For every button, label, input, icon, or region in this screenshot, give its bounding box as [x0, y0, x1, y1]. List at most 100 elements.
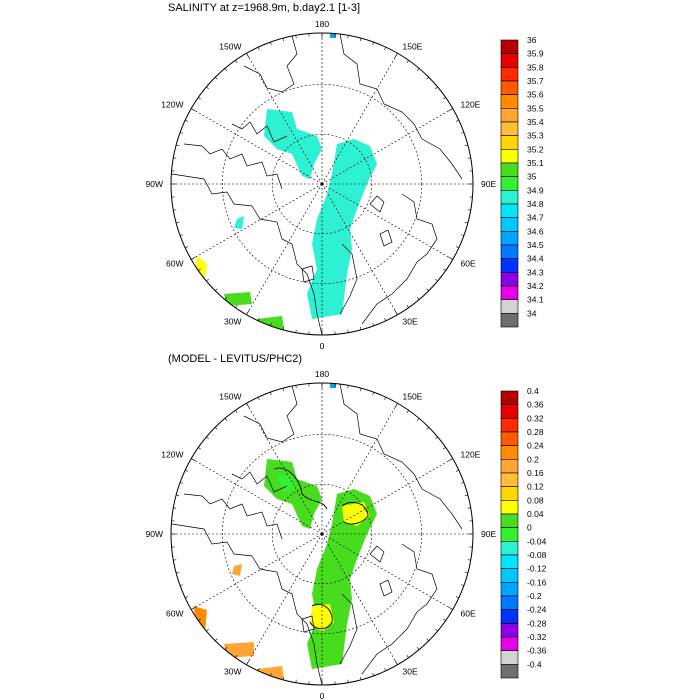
- colorbar-swatch: [500, 39, 519, 54]
- border-tick: [372, 672, 374, 676]
- colorbar-swatch: [500, 609, 519, 624]
- colorbar-swatch: [500, 217, 519, 232]
- meridian-line: [246, 403, 323, 535]
- border-tick: [206, 86, 209, 90]
- border-tick: [435, 628, 438, 632]
- longitude-label-n: 180: [315, 369, 329, 379]
- colorbar-tick-label: 0.28: [527, 427, 544, 437]
- border-tick: [384, 397, 387, 400]
- border-tick: [394, 53, 398, 58]
- border-tick: [215, 77, 218, 80]
- border-tick: [185, 119, 188, 122]
- longitude-label-e: 90E: [481, 529, 496, 539]
- border-tick: [295, 329, 297, 333]
- border-tick: [456, 246, 459, 249]
- map-panel-2: (MODEL - LEVITUS/PHC2) 180 150E 120E 90E 60E 3…: [146, 353, 547, 700]
- coastline: [361, 193, 438, 325]
- coastline: [379, 579, 393, 597]
- colorbar-tick-label: 35.5: [527, 103, 544, 113]
- colorbar-tick-label: 34.8: [527, 199, 544, 209]
- border-tick: [246, 310, 250, 315]
- colorbar-swatch: [500, 390, 519, 405]
- border-tick: [257, 47, 260, 50]
- colorbar-swatch: [500, 190, 519, 205]
- meridian-line: [246, 183, 323, 315]
- border-tick: [467, 157, 471, 159]
- colorbar-tick-label: 0.4: [527, 386, 539, 396]
- border-tick: [384, 318, 387, 321]
- salinity-region-nordic-high: [224, 292, 252, 306]
- colorbar-swatch: [500, 203, 519, 218]
- border-tick: [198, 447, 201, 450]
- border-tick: [347, 35, 349, 39]
- border-tick: [206, 628, 209, 632]
- colorbar-tick-label: 34.3: [527, 267, 544, 277]
- colorbar-tick-label: 35.7: [527, 76, 544, 86]
- border-tick: [384, 668, 387, 671]
- colorbar-tick-label: 34.2: [527, 281, 544, 291]
- colorbar-swatch: [500, 636, 519, 651]
- border-tick: [372, 322, 374, 326]
- coastline: [183, 143, 283, 190]
- anomaly-region-baffin: [232, 564, 242, 576]
- longitude-label-w1: 120W: [161, 450, 183, 460]
- border-tick: [173, 157, 177, 159]
- border-tick: [270, 392, 272, 396]
- border-tick: [185, 596, 188, 599]
- border-tick: [460, 482, 464, 484]
- border-tick: [456, 119, 459, 122]
- meridian-line: [321, 533, 398, 665]
- border-tick: [435, 436, 438, 440]
- border-tick: [460, 234, 464, 236]
- latitude-circle: [222, 434, 422, 634]
- colorbar-tick-label: -0.2: [527, 591, 542, 601]
- longitude-label-sw: 30W: [224, 667, 241, 677]
- colorbar-tick-label: -0.36: [527, 646, 547, 656]
- border-tick: [464, 144, 468, 146]
- border-tick: [235, 655, 238, 658]
- coastline: [171, 523, 323, 685]
- map-area: [171, 383, 473, 685]
- coastline: [339, 383, 463, 530]
- border-tick: [191, 606, 196, 610]
- border-tick: [185, 469, 188, 472]
- border-tick: [372, 392, 374, 396]
- border-tick: [426, 77, 429, 80]
- border-tick: [180, 482, 184, 484]
- longitude-label-se: 30E: [403, 317, 418, 327]
- border-tick: [176, 144, 180, 146]
- border-tick: [257, 397, 260, 400]
- colorbar-tick-label: 34.7: [527, 213, 544, 223]
- salinity-region-eurasian-basin: [307, 139, 377, 319]
- border-tick: [295, 385, 297, 389]
- border-tick: [295, 35, 297, 39]
- longitude-label-e: 90E: [481, 179, 496, 189]
- border-tick: [347, 679, 349, 683]
- border-tick: [464, 222, 468, 224]
- border-tick: [416, 418, 420, 421]
- longitude-label-w2: 60W: [166, 259, 183, 269]
- coastline: [339, 243, 358, 315]
- border-tick: [246, 660, 250, 665]
- zero-contour-line: [273, 467, 328, 510]
- border-tick: [460, 132, 464, 134]
- border-tick: [448, 458, 453, 462]
- meridian-line: [191, 108, 323, 185]
- colorbar-tick-label: -0.28: [527, 618, 547, 628]
- border-tick: [406, 60, 409, 63]
- longitude-label-e1: 120E: [461, 100, 481, 110]
- border-tick: [176, 222, 180, 224]
- border-tick: [180, 584, 184, 586]
- meridian-line: [191, 458, 323, 535]
- colorbar-tick-label: 34.9: [527, 185, 544, 195]
- colorbar-swatch: [500, 431, 519, 446]
- colorbar-tick-label: -0.04: [527, 536, 547, 546]
- border-tick: [173, 559, 177, 561]
- colorbar-tick-label: -0.08: [527, 550, 547, 560]
- border-tick: [426, 427, 429, 430]
- colorbar-swatch: [500, 554, 519, 569]
- border-tick: [224, 297, 228, 300]
- colorbar-tick-label: 0.12: [527, 482, 544, 492]
- colorbar-swatch: [500, 108, 519, 123]
- colorbar-swatch: [500, 513, 519, 528]
